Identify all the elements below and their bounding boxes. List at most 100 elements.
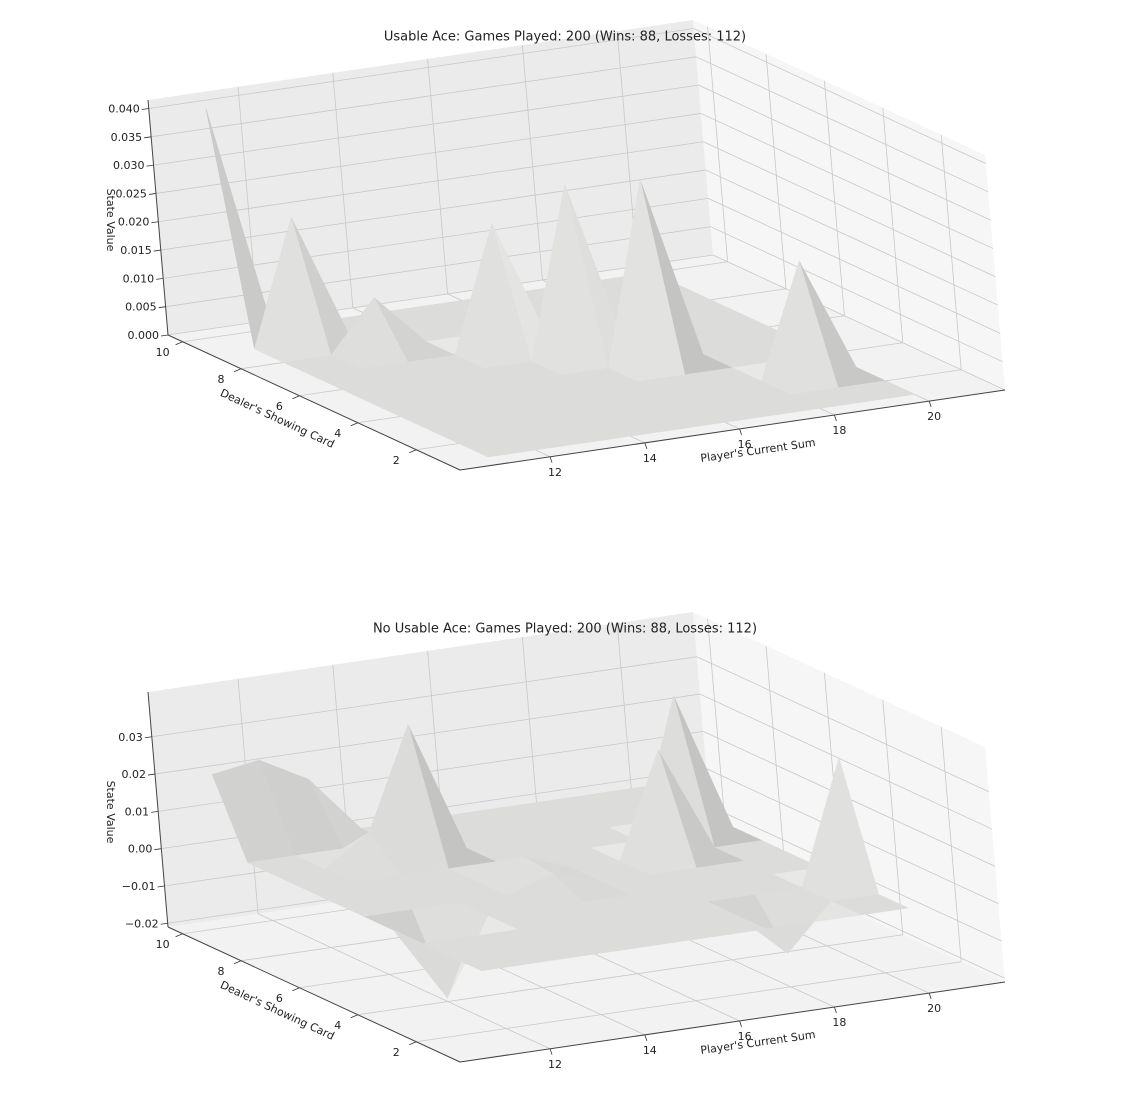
tick-mark — [158, 306, 166, 309]
grid-line — [160, 169, 706, 251]
z-tick-label: 0.01 — [125, 805, 150, 818]
grid-line — [693, 28, 986, 164]
y-tick-label: 6 — [276, 992, 283, 1005]
x-tick-label: 18 — [832, 1016, 846, 1029]
z-tick-label: 0.035 — [111, 131, 143, 144]
tick-mark — [144, 136, 152, 139]
axis-line — [459, 389, 1006, 471]
z-axis-label: State Value — [104, 189, 117, 252]
tick-mark — [233, 368, 242, 373]
tick-mark — [739, 428, 742, 436]
x-tick-label: 20 — [927, 410, 941, 423]
surface-patch — [451, 949, 530, 972]
grid-line — [765, 53, 787, 289]
tick-mark — [146, 164, 154, 167]
grid-line — [696, 656, 989, 793]
grid-line — [151, 656, 697, 738]
z-tick-label: 0.040 — [108, 102, 140, 115]
grid-line — [765, 645, 787, 881]
tick-mark — [549, 1048, 553, 1055]
x-tick-label: 12 — [548, 1058, 562, 1071]
tick-mark — [175, 933, 183, 938]
y-tick-label: 8 — [218, 373, 225, 386]
x-tick-label: 14 — [643, 1044, 657, 1057]
grid-line — [712, 254, 1006, 391]
chart-title: Usable Ace: Games Played: 200 (Wins: 88,… — [384, 30, 746, 45]
tick-mark — [928, 401, 932, 408]
grid-line — [427, 58, 449, 294]
z-tick-label: 0.00 — [128, 843, 153, 856]
grid-line — [154, 693, 701, 775]
x-axis-label: Player's Current Sum — [700, 436, 817, 465]
z-tick-label: 0.015 — [120, 244, 152, 257]
tick-mark — [153, 249, 161, 252]
tick-mark — [148, 193, 157, 195]
tick-mark — [350, 1014, 358, 1019]
y-tick-label: 6 — [276, 400, 283, 413]
y-tick-label: 10 — [156, 346, 170, 359]
surface-patch — [457, 436, 537, 458]
tick-mark — [175, 341, 183, 346]
y-tick-label: 4 — [334, 427, 341, 440]
axis-line — [147, 99, 169, 336]
tick-mark — [144, 736, 152, 739]
axis-line — [167, 926, 461, 1063]
z-tick-label: 0.020 — [118, 216, 150, 229]
tick-mark — [157, 885, 165, 888]
x-tick-label: 16 — [738, 1030, 752, 1043]
z-tick-label: −0.01 — [122, 880, 156, 893]
tick-mark — [739, 1020, 742, 1028]
x-tick-label: 18 — [832, 424, 846, 437]
tick-mark — [147, 773, 156, 776]
tick-mark — [151, 810, 159, 813]
grid-line — [940, 134, 962, 370]
z-axis-label: State Value — [104, 781, 117, 844]
tick-mark — [141, 108, 149, 110]
grid-line — [710, 226, 1003, 363]
tick-mark — [834, 1006, 837, 1014]
z-tick-label: 0.025 — [115, 187, 147, 200]
z-tick-label: 0.000 — [128, 329, 160, 342]
tick-mark — [644, 442, 648, 449]
grid-line — [940, 726, 962, 962]
x-tick-label: 16 — [738, 438, 752, 451]
grid-line — [705, 169, 998, 306]
grid-line — [151, 56, 697, 138]
grid-line — [882, 107, 904, 343]
grid-line — [699, 693, 993, 830]
tick-mark — [409, 1041, 417, 1046]
tick-mark — [350, 422, 358, 427]
grid-line — [332, 72, 354, 308]
grid-line — [155, 113, 702, 194]
grid-line — [698, 84, 991, 221]
y-tick-label: 2 — [393, 1046, 400, 1059]
z-tick-label: 0.005 — [125, 301, 157, 314]
tick-mark — [292, 395, 300, 400]
grid-line — [153, 84, 699, 166]
z-tick-label: −0.02 — [125, 917, 159, 930]
grid-line — [163, 197, 709, 279]
grid-line — [882, 699, 904, 935]
axis-line — [459, 981, 1006, 1063]
grid-line — [158, 141, 704, 223]
grid-line — [357, 934, 903, 1016]
y-tick-label: 10 — [156, 938, 170, 951]
grid-line — [416, 961, 962, 1043]
tick-mark — [233, 960, 242, 965]
x-tick-label: 14 — [643, 452, 657, 465]
grid-line — [695, 56, 989, 193]
tick-mark — [549, 456, 553, 463]
grid-line — [521, 45, 543, 281]
z-tick-label: 0.02 — [121, 768, 146, 781]
z-tick-label: 0.030 — [113, 159, 145, 172]
x-axis-label: Player's Current Sum — [700, 1028, 817, 1057]
tick-mark — [154, 848, 162, 851]
grid-line — [708, 198, 1001, 334]
x-tick-label: 20 — [927, 1002, 941, 1015]
grid-line — [703, 141, 996, 278]
x-tick-label: 12 — [548, 466, 562, 479]
tick-mark — [160, 334, 169, 337]
tick-mark — [928, 993, 932, 1000]
tick-mark — [292, 987, 300, 992]
